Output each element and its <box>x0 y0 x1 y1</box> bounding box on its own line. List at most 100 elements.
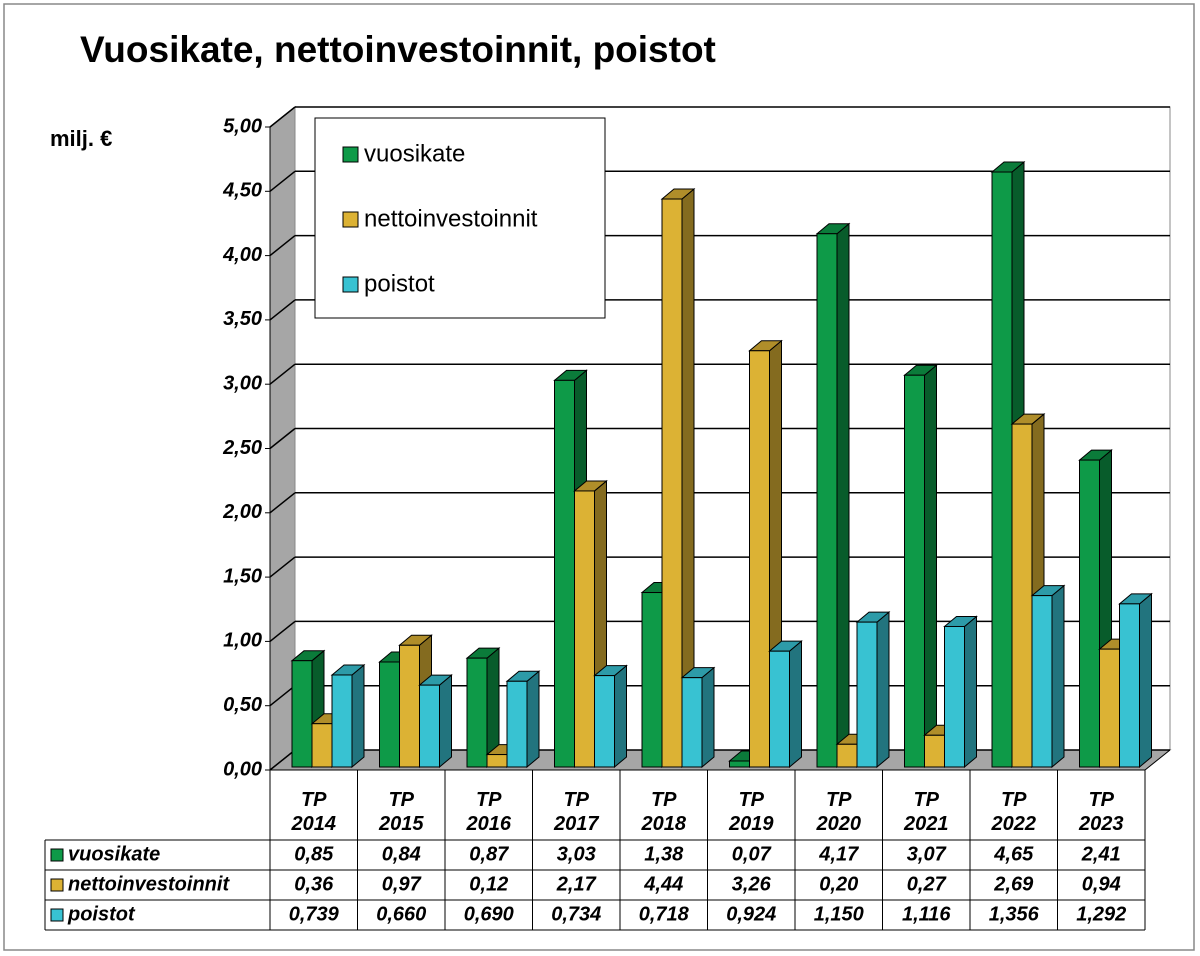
legend-swatch <box>342 211 359 228</box>
bar <box>904 374 925 768</box>
grid-line-wall <box>269 492 296 514</box>
table-value: 4,65 <box>993 843 1034 865</box>
bar <box>769 650 790 768</box>
bar <box>311 723 333 768</box>
x-tick-label: TP 2015 <box>379 789 424 835</box>
legend-label: vuosikate <box>364 140 465 167</box>
y-tick-label: 4,50 <box>222 180 262 202</box>
bar-side <box>964 615 977 769</box>
table-value: 0,07 <box>732 843 772 865</box>
bar <box>486 754 508 768</box>
y-tick-label: 1,50 <box>223 565 262 587</box>
table-value: 0,94 <box>1082 873 1121 895</box>
table-value: 2,69 <box>993 873 1034 895</box>
x-tick-label: TP 2021 <box>904 789 949 835</box>
bar <box>661 198 683 768</box>
grid-line-wall <box>269 106 296 128</box>
bar <box>991 171 1013 768</box>
x-tick-label: TP 2019 <box>729 789 774 835</box>
y-axis-label: milj. € <box>50 126 112 151</box>
bar-side <box>439 674 452 769</box>
y-tick-label: 4,00 <box>222 244 262 266</box>
table-value: 1,150 <box>814 903 864 925</box>
legend-label: nettoinvestoinnit <box>364 205 538 232</box>
table-value: 1,356 <box>989 903 1040 925</box>
x-tick-label: TP 2014 <box>291 789 337 835</box>
grid-line-wall <box>269 427 296 450</box>
bar <box>836 743 858 768</box>
table-value: 0,690 <box>464 903 514 925</box>
legend <box>314 117 606 319</box>
bar-side <box>614 664 627 769</box>
x-tick-label: TP 2020 <box>816 789 862 835</box>
legend-swatch <box>342 276 359 293</box>
table-value: 1,38 <box>644 843 684 865</box>
table-value: 0,97 <box>382 873 422 895</box>
table-value: 0,718 <box>639 903 690 925</box>
bar <box>399 644 420 768</box>
table-value: 4,44 <box>643 873 683 895</box>
table-value: 0,27 <box>907 873 947 895</box>
bar <box>749 350 770 768</box>
bar <box>506 680 528 768</box>
y-tick-label: 2,50 <box>222 437 262 459</box>
x-tick-label: TP 2016 <box>466 789 512 835</box>
table-value: 0,85 <box>294 843 334 865</box>
grid-line-wall <box>269 749 296 771</box>
x-tick-label: TP 2022 <box>991 789 1037 835</box>
bar <box>681 677 703 768</box>
table-value: 2,41 <box>1081 843 1121 865</box>
bar-side <box>526 670 540 769</box>
bar-side <box>876 611 890 769</box>
table-value: 0,36 <box>294 873 334 895</box>
table-value: 3,07 <box>907 843 947 865</box>
table-value: 2,17 <box>556 873 597 895</box>
bar <box>1099 648 1120 768</box>
bar <box>816 233 838 768</box>
grid-line-wall <box>269 620 296 642</box>
row-label: poistot <box>67 903 136 925</box>
table-swatch <box>50 878 64 892</box>
y-tick-label: 3,00 <box>223 372 262 394</box>
bar <box>379 661 400 768</box>
table-value: 3,03 <box>557 843 596 865</box>
table-value: 1,116 <box>902 903 951 925</box>
bar <box>574 490 595 768</box>
chart-title: Vuosikate, nettoinvestoinnit, poistot <box>80 29 716 70</box>
table-value: 1,292 <box>1076 903 1126 925</box>
legend-label: poistot <box>364 270 435 297</box>
bar <box>594 675 615 768</box>
table-value: 0,12 <box>469 873 508 895</box>
y-tick-label: 5,00 <box>223 115 262 137</box>
y-tick-label: 2,00 <box>222 501 262 523</box>
bar-side <box>789 640 802 769</box>
table-value: 0,739 <box>289 903 340 925</box>
bar <box>1119 603 1140 768</box>
bar-side <box>701 666 715 769</box>
grid-line-wall <box>269 685 296 707</box>
y-tick-label: 1,00 <box>223 630 262 652</box>
grid-line-wall <box>269 556 296 578</box>
bar <box>466 657 488 768</box>
table-swatch <box>50 908 64 922</box>
table-value: 0,734 <box>551 903 601 925</box>
bar-side <box>1051 584 1065 769</box>
bar <box>291 660 313 768</box>
row-label: nettoinvestoinnit <box>68 873 230 895</box>
bar <box>331 674 353 768</box>
table-value: 0,924 <box>726 903 776 925</box>
grid-line-wall <box>269 235 296 257</box>
grid-line-wall <box>269 363 296 385</box>
y-tick-label: 0,50 <box>223 694 262 716</box>
bar-side <box>924 364 937 769</box>
bar <box>554 379 575 768</box>
bar <box>856 621 878 768</box>
bar <box>1011 423 1033 768</box>
x-tick-label: TP 2023 <box>1079 789 1124 835</box>
bar <box>944 625 965 768</box>
bar <box>419 684 440 768</box>
table-swatch <box>50 848 64 862</box>
x-tick-label: TP 2018 <box>641 789 687 835</box>
grid-line-wall <box>269 299 296 321</box>
